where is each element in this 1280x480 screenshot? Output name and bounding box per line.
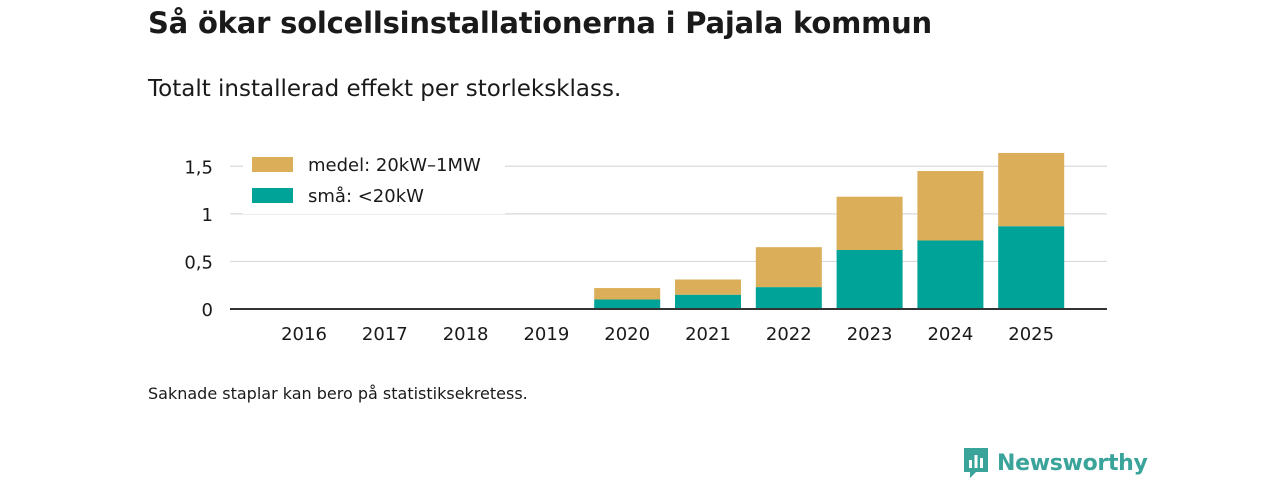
bar-medium-2021: [675, 279, 741, 295]
newsworthy-logo-icon: [964, 448, 988, 478]
footnote: Saknade staplar kan bero på statistiksek…: [148, 384, 528, 403]
bar-medium-2020: [594, 288, 661, 300]
brand-name: Newsworthy: [997, 450, 1148, 476]
y-tick-label: 0: [202, 300, 213, 321]
legend: medel: 20kW–1MW små: <20kW: [243, 146, 505, 214]
brand-logo: Newsworthy: [962, 446, 1148, 480]
bars: [594, 152, 1065, 309]
x-tick-label: 2023: [847, 324, 893, 345]
bar-small-2023: [836, 250, 903, 309]
bar-small-2020: [594, 299, 661, 309]
bar-medium-2022: [755, 247, 822, 288]
stacked-bar-chart: 0 0,5 1 1,5 2016 2017 2018 2019 2020 2021 2022 2023…: [184, 146, 1107, 345]
bar-small-2022: [755, 287, 822, 309]
x-tick-label: 2025: [1008, 324, 1054, 345]
x-tick-label: 2024: [927, 324, 973, 345]
legend-label-medium: medel: 20kW–1MW: [308, 155, 481, 176]
y-tick-label: 0,5: [184, 252, 213, 273]
x-tick-label: 2016: [281, 324, 327, 345]
x-tick-label: 2020: [604, 324, 650, 345]
x-tick-label: 2017: [362, 324, 408, 345]
axes: 0 0,5 1 1,5 2016 2017 2018 2019 2020 2021 2022 2023…: [184, 157, 1107, 345]
legend-label-small: små: <20kW: [308, 186, 424, 207]
x-tick-label: 2019: [523, 324, 569, 345]
bar-medium-2023: [836, 196, 903, 251]
chart-title: Så ökar solcellsinstallationerna i Pajal…: [148, 6, 932, 40]
bar-small-2025: [998, 226, 1065, 309]
bar-medium-2025: [998, 152, 1065, 227]
x-tick-label: 2018: [443, 324, 489, 345]
legend-swatch-small: [252, 188, 293, 203]
chart-subtitle: Totalt installerad effekt per storlekskl…: [148, 76, 622, 102]
bar-small-2024: [917, 240, 984, 309]
y-tick-label: 1,5: [184, 157, 213, 178]
bar-medium-2024: [917, 171, 984, 241]
y-tick-label: 1: [202, 205, 213, 226]
x-tick-label: 2022: [766, 324, 812, 345]
x-tick-label: 2021: [685, 324, 731, 345]
legend-swatch-medium: [252, 157, 293, 172]
bar-small-2021: [675, 294, 741, 309]
